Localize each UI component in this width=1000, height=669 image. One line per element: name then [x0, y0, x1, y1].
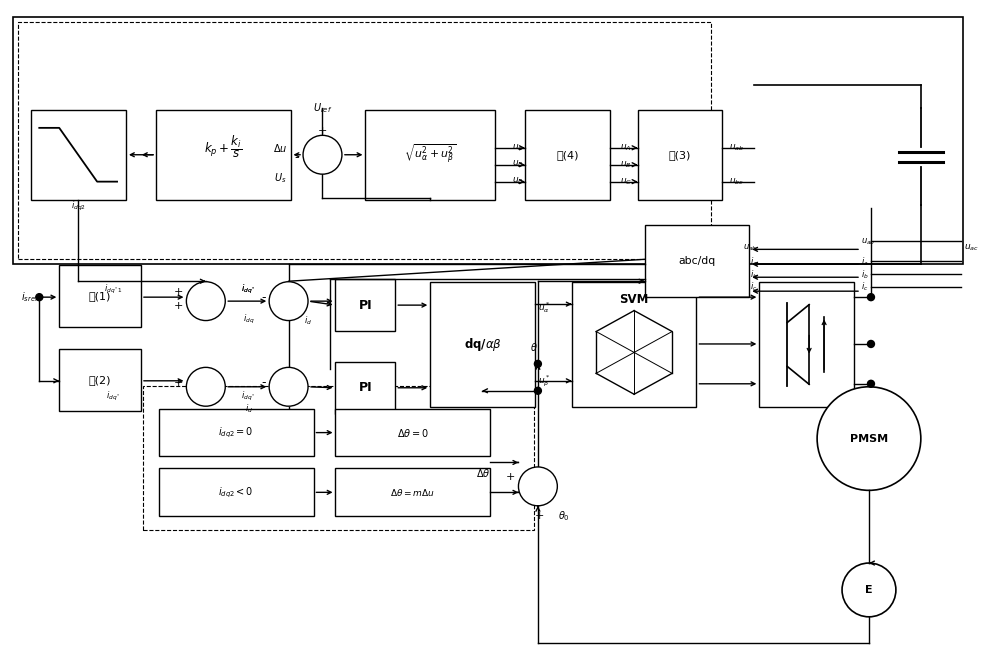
Text: SVM: SVM: [619, 292, 649, 306]
Bar: [59, 349, 141, 411]
Bar: [759, 282, 854, 407]
Circle shape: [867, 380, 874, 387]
Text: $i_a$: $i_a$: [861, 255, 869, 268]
Bar: [159, 468, 314, 516]
Circle shape: [842, 563, 896, 617]
Text: dq/$\alpha\beta$: dq/$\alpha\beta$: [464, 336, 502, 353]
Text: 式(4): 式(4): [556, 150, 579, 160]
Text: $u_B$: $u_B$: [620, 159, 631, 170]
Text: $i_{dq^*}$: $i_{dq^*}$: [241, 282, 256, 296]
Text: 式(2): 式(2): [89, 375, 111, 385]
Bar: [59, 266, 141, 327]
Bar: [335, 409, 490, 456]
Text: $u_\beta$: $u_\beta$: [512, 159, 524, 170]
Bar: [335, 362, 395, 413]
Text: $\Delta\theta$: $\Delta\theta$: [476, 468, 490, 480]
Text: +: +: [506, 472, 515, 482]
Text: $U_{ref}$: $U_{ref}$: [313, 101, 332, 115]
Circle shape: [534, 387, 541, 394]
Text: $u_{ab}$: $u_{ab}$: [729, 142, 745, 153]
Circle shape: [186, 367, 225, 406]
Text: -: -: [262, 290, 266, 304]
Circle shape: [817, 387, 921, 490]
Text: $u_\beta$: $u_\beta$: [512, 176, 524, 187]
Bar: [143, 386, 534, 531]
Circle shape: [269, 282, 308, 320]
Text: -: -: [262, 376, 266, 389]
Bar: [365, 110, 495, 199]
Bar: [156, 110, 291, 199]
Text: PI: PI: [359, 381, 372, 394]
Text: $u_C$: $u_C$: [620, 177, 632, 187]
Text: +: +: [174, 378, 183, 388]
Text: $\theta$: $\theta$: [530, 341, 538, 353]
Text: $\theta_0$: $\theta_0$: [558, 509, 570, 523]
Text: $u_{ab}$: $u_{ab}$: [743, 242, 757, 253]
Text: $u_A$: $u_A$: [620, 142, 631, 153]
Text: $u_\alpha^*$: $u_\alpha^*$: [538, 300, 550, 314]
Text: $i_d$: $i_d$: [304, 315, 313, 327]
Bar: [645, 225, 749, 297]
Text: $i_{dq}$: $i_{dq}$: [243, 312, 254, 326]
Text: $i_{dq^*1}$: $i_{dq^*1}$: [104, 282, 123, 296]
Text: $u_{ab}$: $u_{ab}$: [861, 236, 875, 247]
Bar: [159, 409, 314, 456]
Text: $i_{dq^*}$: $i_{dq^*}$: [241, 390, 256, 403]
Text: +: +: [174, 301, 183, 311]
Text: PMSM: PMSM: [850, 434, 888, 444]
Text: $\Delta\theta=m\Delta u$: $\Delta\theta=m\Delta u$: [390, 487, 435, 498]
Text: $i_a$: $i_a$: [750, 255, 757, 268]
Text: E: E: [865, 585, 873, 595]
Bar: [525, 110, 610, 199]
Text: $i_{sref}$: $i_{sref}$: [21, 290, 40, 304]
Text: PI: PI: [359, 298, 372, 312]
Circle shape: [36, 294, 43, 300]
Text: +: +: [318, 126, 327, 136]
Bar: [335, 279, 395, 331]
Text: -: -: [295, 151, 299, 164]
Bar: [430, 282, 535, 407]
Text: $i_{dq^*}$: $i_{dq^*}$: [106, 390, 120, 403]
Text: $u_\alpha$: $u_\alpha$: [512, 142, 524, 153]
Text: $U_s$: $U_s$: [274, 171, 287, 185]
Text: +: +: [535, 510, 545, 520]
Text: $\sqrt{u_\alpha^2+u_\beta^2}$: $\sqrt{u_\alpha^2+u_\beta^2}$: [404, 143, 456, 167]
Text: $i_b$: $i_b$: [750, 268, 757, 280]
Bar: [335, 468, 490, 516]
Text: $u_\beta^*$: $u_\beta^*$: [538, 373, 550, 389]
Text: $i_{dq2}<0$: $i_{dq2}<0$: [218, 485, 254, 500]
Text: $k_p+\dfrac{k_i}{s}$: $k_p+\dfrac{k_i}{s}$: [204, 133, 242, 160]
Text: $i_c$: $i_c$: [750, 281, 757, 294]
Text: $i_b$: $i_b$: [861, 268, 869, 280]
Circle shape: [186, 282, 225, 320]
Text: $\Delta\theta=0$: $\Delta\theta=0$: [397, 427, 429, 439]
Text: 式(1): 式(1): [89, 291, 111, 301]
Text: abc/dq: abc/dq: [678, 256, 716, 266]
Circle shape: [269, 367, 308, 406]
Text: $i_{dq^*}$: $i_{dq^*}$: [241, 282, 256, 296]
Text: 式(3): 式(3): [669, 150, 691, 160]
Text: $i_{dq2}$: $i_{dq2}$: [71, 199, 86, 213]
Text: $\Delta u$: $\Delta u$: [273, 142, 288, 154]
Circle shape: [867, 341, 874, 347]
Circle shape: [867, 294, 874, 300]
Bar: [31, 110, 126, 199]
Bar: [638, 110, 722, 199]
Text: $u_{bc}$: $u_{bc}$: [729, 177, 744, 187]
Bar: [572, 282, 696, 407]
Text: $i_c$: $i_c$: [861, 281, 868, 294]
Bar: [18, 22, 711, 260]
Text: $u_{ac}$: $u_{ac}$: [964, 242, 979, 253]
Text: $i_d$: $i_d$: [245, 403, 253, 415]
Circle shape: [518, 467, 557, 506]
Bar: [13, 17, 963, 264]
Text: +: +: [174, 287, 183, 297]
Circle shape: [303, 135, 342, 174]
Text: $i_{dq2}=0$: $i_{dq2}=0$: [218, 425, 254, 440]
Circle shape: [534, 361, 541, 367]
